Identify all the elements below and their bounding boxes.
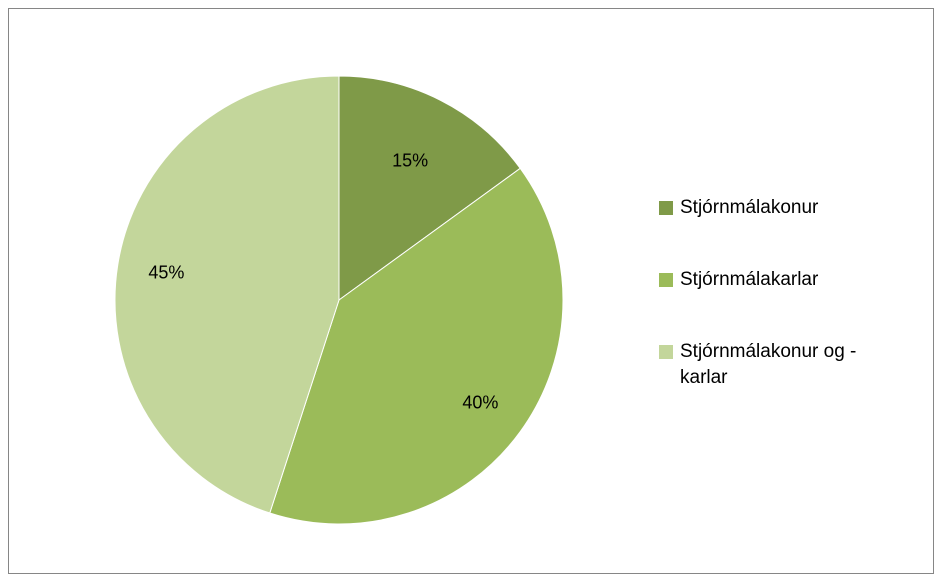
legend-label-stjornmalakonur-og-karlar: Stjórnmálakonur og - karlar: [680, 341, 857, 388]
legend-item-stjornmalakarlar: Stjórnmálakarlar: [659, 267, 929, 293]
legend-item-stjornmalakonur-og-karlar: Stjórnmálakonur og - karlar: [659, 339, 929, 391]
legend-swatch-stjornmalakarlar: [659, 273, 673, 287]
legend-swatch-stjornmalakonur: [659, 201, 673, 215]
legend-label-stjornmalakarlar: Stjórnmálakarlar: [680, 269, 819, 290]
legend-item-stjornmalakonur: Stjórnmálakonur: [659, 195, 929, 221]
slice-label-45: 45%: [148, 263, 184, 283]
slice-label-15: 15%: [392, 150, 428, 170]
slice-stjornmalakonur-og-karlar: [114, 75, 340, 514]
legend-swatch-stjornmalakonur-og-karlar: [659, 345, 673, 359]
slice-label-40: 40%: [462, 393, 498, 413]
chart-frame: 15% 40% 45% Stjórnmálakonur Stjórnmálakarl…: [8, 8, 934, 574]
legend-label-stjornmalakonur: Stjórnmálakonur: [680, 197, 819, 218]
slice-stjornmalakarlar: [269, 167, 564, 525]
pie-chart: 15% 40% 45%: [114, 75, 564, 525]
slice-stjornmalakonur: [338, 75, 521, 301]
legend: Stjórnmálakonur Stjórnmálakarlar Stjórnm…: [659, 195, 929, 437]
